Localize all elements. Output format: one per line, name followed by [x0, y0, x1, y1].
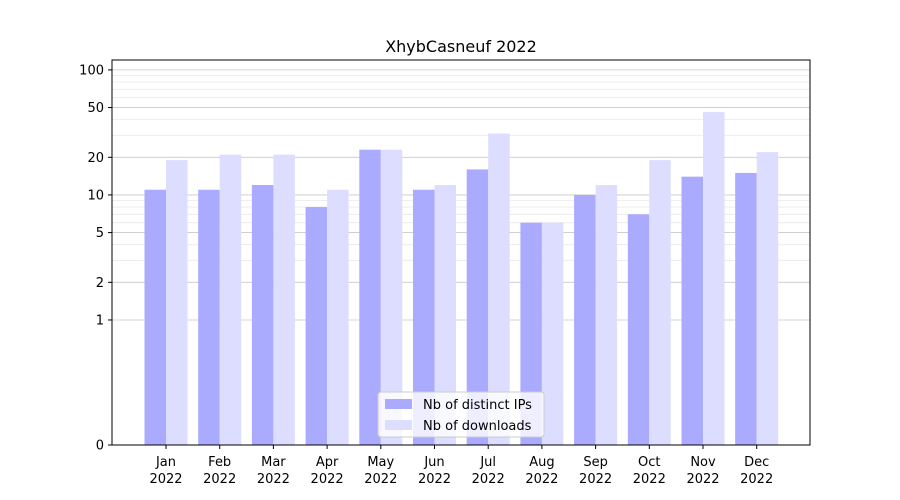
- bar-distinct-ips: [251, 185, 274, 445]
- x-tick-label-year: 2022: [633, 472, 666, 487]
- bar-downloads: [219, 154, 242, 446]
- x-tick-label-year: 2022: [579, 472, 612, 487]
- bar-downloads: [166, 160, 188, 445]
- y-tick-label: 0: [96, 439, 104, 454]
- bar-downloads: [327, 189, 349, 445]
- bar-distinct-ips: [198, 189, 220, 445]
- x-tick-label-year: 2022: [311, 472, 344, 487]
- chart-title: XhybCasneuf 2022: [385, 37, 537, 56]
- x-tick-label-month: Jun: [423, 455, 444, 470]
- x-tick-label-month: Apr: [316, 455, 339, 470]
- bars-layer: [144, 112, 779, 446]
- x-tick-label-year: 2022: [149, 472, 182, 487]
- x-tick-label-month: Nov: [690, 455, 716, 470]
- bar-downloads: [541, 222, 564, 445]
- y-tick-label: 1: [96, 313, 104, 328]
- x-axis: Jan 2022 Feb 2022 Mar 2022 Apr 2022 May 2022 Jun 20…: [149, 445, 773, 487]
- bar-downloads: [703, 112, 725, 445]
- bar-downloads: [595, 185, 618, 445]
- x-tick-label-month: Aug: [529, 455, 554, 470]
- y-tick-label: 5: [96, 226, 104, 241]
- x-tick-label-month: Jul: [479, 455, 496, 470]
- x-tick-label-year: 2022: [364, 472, 397, 487]
- y-tick-label: 50: [87, 101, 104, 116]
- x-tick-label-month: Dec: [744, 455, 769, 470]
- bar-distinct-ips: [413, 189, 435, 445]
- x-tick-label-month: Oct: [638, 455, 660, 470]
- bar-distinct-ips: [627, 214, 650, 445]
- x-tick-label-year: 2022: [740, 472, 773, 487]
- bar-downloads: [434, 185, 456, 445]
- legend: Nb of distinct IPs Nb of downloads: [377, 391, 545, 438]
- y-tick-label: 20: [87, 151, 104, 166]
- bar-distinct-ips: [144, 189, 166, 445]
- bar-downloads: [273, 154, 295, 446]
- legend-label-distinct-ips: Nb of distinct IPs: [423, 398, 532, 413]
- bar-distinct-ips: [681, 176, 703, 445]
- x-tick-label-month: Mar: [261, 455, 286, 470]
- y-tick-label: 100: [79, 63, 104, 78]
- bar-distinct-ips: [305, 207, 328, 445]
- x-tick-label-year: 2022: [257, 472, 290, 487]
- bar-downloads: [380, 149, 403, 446]
- x-tick-label-month: Jan: [155, 455, 176, 470]
- bar-distinct-ips: [574, 194, 596, 445]
- y-tick-label: 2: [96, 276, 104, 291]
- legend-box: [377, 391, 545, 438]
- legend-label-downloads: Nb of downloads: [423, 419, 532, 434]
- legend-swatch-downloads: [385, 420, 412, 430]
- x-tick-label-month: May: [367, 455, 394, 470]
- x-tick-label-month: Feb: [208, 455, 231, 470]
- legend-swatch-distinct-ips: [385, 399, 412, 409]
- x-tick-label-month: Sep: [583, 455, 608, 470]
- bar-downloads: [649, 160, 671, 445]
- bar-downloads: [488, 133, 510, 445]
- x-tick-label-year: 2022: [686, 472, 719, 487]
- bar-distinct-ips: [735, 172, 757, 445]
- plot-frame: [111, 59, 811, 446]
- x-tick-label-year: 2022: [472, 472, 505, 487]
- bar-distinct-ips: [359, 149, 381, 446]
- y-axis: 0 1 2 5 10 20 50 100: [79, 63, 112, 454]
- x-tick-label-year: 2022: [203, 472, 236, 487]
- bar-downloads: [756, 152, 779, 445]
- bar-distinct-ips: [466, 169, 489, 445]
- bar-distinct-ips: [520, 222, 542, 445]
- x-tick-label-year: 2022: [418, 472, 451, 487]
- y-tick-label: 10: [87, 188, 104, 203]
- x-tick-label-year: 2022: [525, 472, 558, 487]
